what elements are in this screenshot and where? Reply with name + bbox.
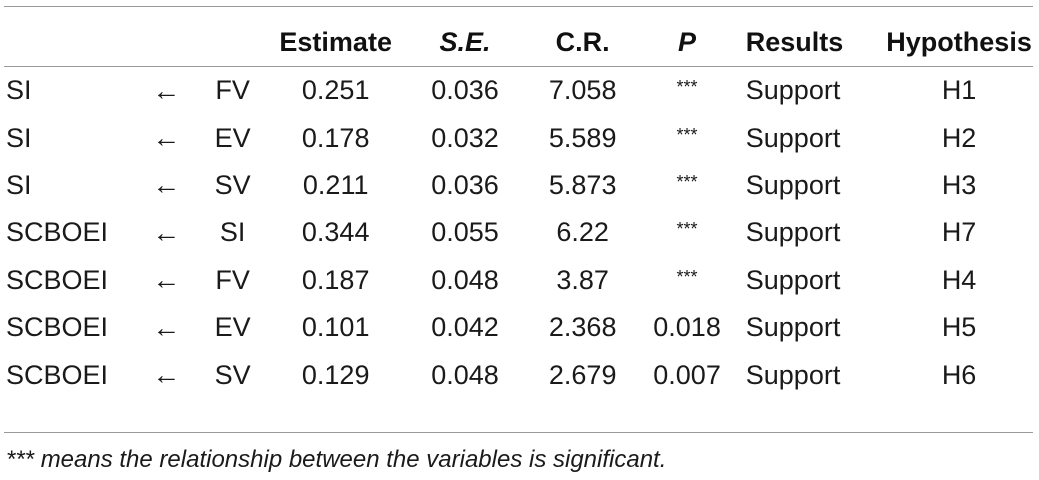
header-p: P	[678, 26, 697, 57]
arrow-cell: ←	[152, 74, 181, 106]
independent-cell: SV	[214, 169, 251, 200]
significance-stars: ***	[676, 124, 698, 145]
result-cell: Support	[745, 75, 841, 106]
table-row: SCBOEI ← SV 0.129 0.048 2.679 0.007 Support H6	[0, 351, 1039, 398]
cr-cell: 5.873	[548, 169, 617, 200]
p-value-cell: ***	[636, 209, 737, 256]
independent-cell: SV	[214, 359, 251, 390]
significance-stars: ***	[676, 77, 698, 98]
cr-cell: 6.22	[556, 217, 609, 248]
result-cell: Support	[745, 169, 841, 200]
significance-stars: ***	[676, 171, 698, 192]
header-cr: C.R.	[555, 26, 610, 57]
arrow-cell: ←	[152, 216, 181, 248]
estimate-cell: 0.344	[301, 217, 370, 248]
result-cell: Support	[745, 217, 841, 248]
estimate-cell: 0.178	[301, 122, 370, 153]
header-se: S.E.	[439, 26, 491, 57]
hypothesis-cell: H5	[941, 312, 977, 343]
dependent-cell: SI	[6, 169, 32, 200]
independent-cell: EV	[214, 312, 251, 343]
hypothesis-cell: H4	[941, 264, 977, 295]
header-independent	[195, 19, 270, 65]
se-cell: 0.032	[431, 122, 499, 153]
p-value-cell: ***	[636, 162, 737, 209]
significance-stars: ***	[676, 266, 698, 287]
result-cell: Support	[745, 359, 841, 390]
estimate-cell: 0.251	[301, 75, 370, 106]
dependent-cell: SI	[6, 122, 32, 153]
table-row: SI ← EV 0.178 0.032 5.589 *** Support H2	[0, 114, 1039, 161]
table-row: SI ← SV 0.211 0.036 5.873 *** Support H3	[0, 162, 1039, 209]
p-value-cell: 0.018	[653, 312, 721, 343]
result-cell: Support	[745, 312, 841, 343]
estimate-cell: 0.129	[301, 359, 370, 390]
cr-cell: 2.368	[548, 312, 617, 343]
path-coefficients-table: Estimate S.E. C.R. P Results Hypothesis …	[0, 19, 1039, 399]
estimate-cell: 0.187	[301, 264, 370, 295]
arrow-cell: ←	[152, 311, 181, 343]
p-value-cell: ***	[636, 114, 737, 161]
arrow-cell: ←	[152, 359, 181, 391]
header-bottom-rule	[4, 66, 1033, 67]
p-value-cell: ***	[636, 65, 737, 114]
header-row: Estimate S.E. C.R. P Results Hypothesis	[0, 19, 1039, 65]
header-estimate: Estimate	[279, 26, 392, 57]
se-cell: 0.036	[431, 169, 499, 200]
se-cell: 0.055	[431, 217, 499, 248]
independent-cell: EV	[214, 122, 251, 153]
se-cell: 0.036	[431, 75, 499, 106]
hypothesis-cell: H3	[941, 169, 977, 200]
independent-cell: FV	[215, 75, 250, 106]
header-results: Results	[745, 26, 844, 57]
table-footnote: *** means the relationship between the v…	[6, 446, 667, 473]
p-value-cell: 0.007	[653, 359, 721, 390]
estimate-cell: 0.211	[302, 169, 369, 200]
header-dependent	[0, 19, 138, 65]
header-arrow	[138, 19, 196, 65]
cr-cell: 7.058	[548, 75, 617, 106]
hypothesis-cell: H1	[941, 75, 977, 106]
se-cell: 0.048	[431, 264, 499, 295]
dependent-cell: SI	[6, 75, 32, 106]
table-row: SCBOEI ← EV 0.101 0.042 2.368 0.018 Support H5	[0, 304, 1039, 351]
table-bottom-rule	[4, 432, 1033, 433]
cr-cell: 5.589	[548, 122, 617, 153]
dependent-cell: SCBOEI	[6, 217, 109, 248]
table-row: SCBOEI ← SI 0.344 0.055 6.22 *** Support H7	[0, 209, 1039, 256]
table-top-rule	[4, 6, 1033, 7]
table-row: SCBOEI ← FV 0.187 0.048 3.87 *** Support H4	[0, 257, 1039, 304]
p-value-cell: ***	[636, 257, 737, 304]
cr-cell: 2.679	[548, 359, 617, 390]
table-row: SI ← FV 0.251 0.036 7.058 *** Support H1	[0, 65, 1039, 114]
estimate-cell: 0.101	[301, 312, 370, 343]
header-hypothesis: Hypothesis	[886, 26, 1032, 57]
arrow-cell: ←	[152, 122, 181, 154]
arrow-cell: ←	[152, 264, 181, 296]
arrow-cell: ←	[152, 169, 181, 201]
se-cell: 0.048	[431, 359, 499, 390]
dependent-cell: SCBOEI	[6, 312, 109, 343]
significance-stars: ***	[676, 219, 698, 240]
dependent-cell: SCBOEI	[6, 359, 109, 390]
hypothesis-cell: H2	[941, 122, 977, 153]
result-cell: Support	[745, 122, 841, 153]
hypothesis-cell: H7	[941, 217, 977, 248]
dependent-cell: SCBOEI	[6, 264, 109, 295]
hypothesis-cell: H6	[941, 359, 977, 390]
result-cell: Support	[745, 264, 841, 295]
independent-cell: FV	[215, 264, 250, 295]
independent-cell: SI	[219, 217, 246, 248]
cr-cell: 3.87	[556, 264, 609, 295]
se-cell: 0.042	[431, 312, 499, 343]
